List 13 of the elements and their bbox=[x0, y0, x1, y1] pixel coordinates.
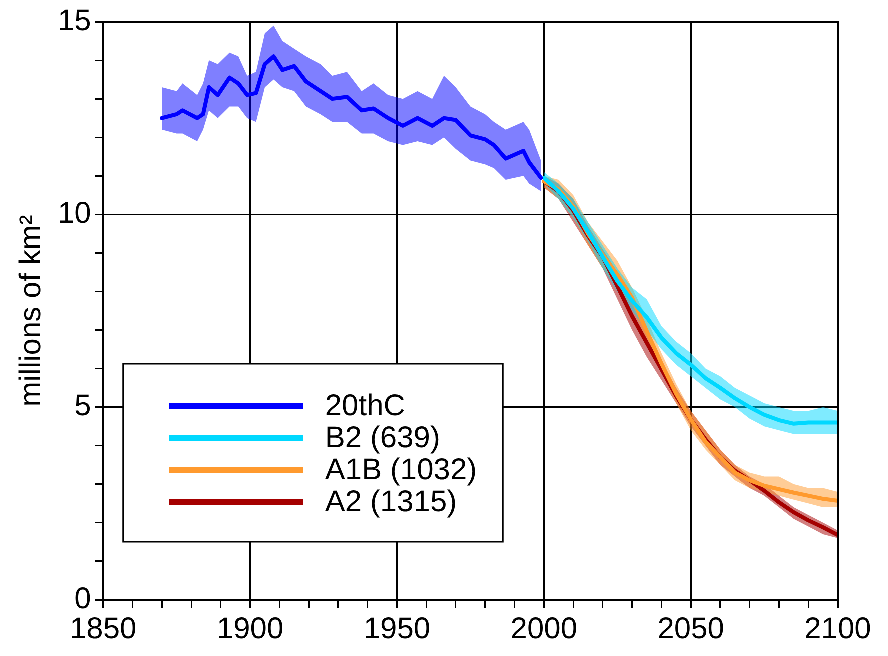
x-tick-label: 2050 bbox=[658, 612, 724, 646]
y-tick-label: 15 bbox=[58, 4, 92, 38]
y-axis-title: millions of km² bbox=[14, 215, 48, 407]
legend-label: 20thC bbox=[325, 389, 406, 422]
legend-label: A1B (1032) bbox=[325, 453, 478, 486]
y-tick-label: 10 bbox=[58, 196, 92, 230]
x-tick-label: 2000 bbox=[510, 612, 578, 646]
legend-label: A2 (1315) bbox=[325, 485, 458, 518]
y-tick-label: 5 bbox=[74, 390, 92, 423]
x-tick-label: 1900 bbox=[216, 612, 284, 646]
x-tick-label: 2100 bbox=[804, 612, 872, 646]
legend-label: B2 (639) bbox=[325, 421, 440, 454]
x-tick-label: 1950 bbox=[364, 612, 431, 646]
